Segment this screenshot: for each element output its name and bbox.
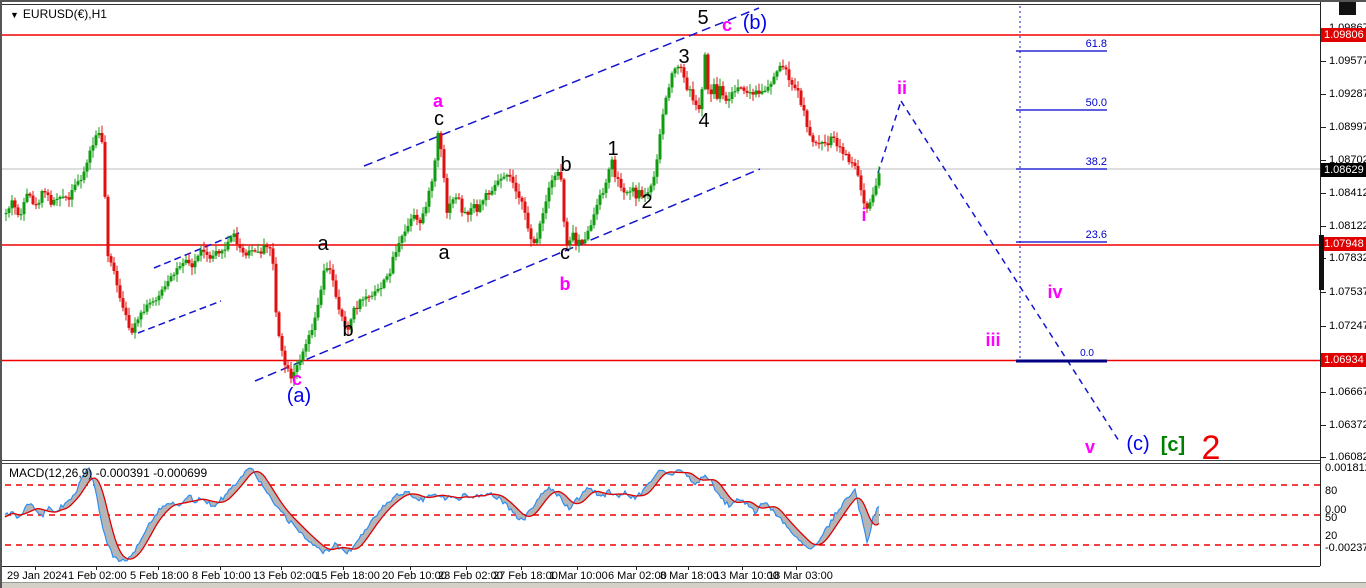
chart-canvas[interactable]: [2, 2, 1320, 588]
window-bottom-edge: [2, 582, 1366, 588]
symbol-timeframe-label[interactable]: ▼ EURUSD(€),H1: [10, 7, 107, 21]
time-tick: [466, 567, 467, 570]
fib-level-label[interactable]: 0.0: [1080, 348, 1094, 359]
time-tick: [96, 567, 97, 570]
fib-level-label[interactable]: 38.2: [1085, 156, 1107, 168]
wave-label-3[interactable]: 3: [678, 46, 690, 68]
pane-separator-2: [2, 463, 1320, 464]
time-label: 5 Feb 18:00: [130, 570, 189, 582]
price-tick: 1.07537: [1321, 286, 1366, 298]
macd-values: -0.000391 -0.000699: [95, 466, 208, 480]
time-label: 8 Feb 10:00: [192, 570, 251, 582]
time-tick: [35, 567, 36, 570]
time-label: 1 Feb 02:00: [68, 570, 127, 582]
wave-label-a[interactable]: a: [432, 91, 444, 111]
fib-level-label[interactable]: 50.0: [1085, 97, 1107, 109]
macd-axis-label: 20: [1325, 530, 1338, 542]
wave-label-5[interactable]: 5: [697, 7, 709, 29]
time-tick: [410, 567, 411, 570]
wave-label-c[interactable]: (c): [1126, 433, 1150, 455]
wave-label-iii[interactable]: iii: [985, 330, 1001, 350]
macd-name: MACD(12,26,9): [9, 466, 93, 480]
price-badge: 1.07948: [1321, 237, 1366, 251]
time-tick: [158, 567, 159, 570]
time-tick: [688, 567, 689, 570]
price-badge: 1.08629: [1321, 163, 1366, 177]
time-tick: [636, 567, 637, 570]
chart-top-border: [2, 4, 1320, 5]
wave-label-a[interactable]: a: [317, 233, 329, 255]
price-axis[interactable]: 1.098671.095771.092871.089971.087021.084…: [1320, 2, 1366, 566]
price-tick: 1.06082: [1321, 451, 1366, 463]
time-label: 8 Mar 18:00: [660, 570, 719, 582]
wave-label-b[interactable]: (b): [742, 12, 768, 34]
chevron-down-icon[interactable]: ▼: [10, 10, 19, 20]
macd-axis-label: -0.002376: [1325, 542, 1366, 554]
price-tick: 1.08997: [1321, 121, 1366, 133]
time-label: 6 Mar 02:00: [608, 570, 667, 582]
time-axis[interactable]: 29 Jan 2024 1 Feb 02:00 5 Feb 18:00 8 Feb 1…: [2, 566, 1320, 583]
pane-separator[interactable]: [2, 460, 1320, 461]
time-tick: [281, 567, 282, 570]
wave-label-c[interactable]: [c]: [1160, 434, 1186, 456]
price-tick: 1.06372: [1321, 419, 1366, 431]
macd-axis-label: 0.00: [1325, 504, 1347, 516]
axis-scale-bar: [1319, 235, 1324, 290]
wave-label-b[interactable]: b: [342, 319, 354, 341]
wave-label-i[interactable]: i: [861, 205, 867, 225]
wave-label-v[interactable]: v: [1084, 437, 1096, 457]
wave-label-ii[interactable]: ii: [896, 78, 908, 98]
time-tick: [796, 567, 797, 570]
macd-axis-label: 50: [1325, 512, 1338, 524]
symbol-label-text: EURUSD(€),H1: [22, 7, 107, 21]
time-label: 29 Jan 2024: [7, 570, 68, 582]
macd-axis-label: 80: [1325, 485, 1338, 497]
price-tick: 1.08412: [1321, 187, 1366, 199]
wave-label-c[interactable]: c: [434, 108, 444, 130]
price-tick: 1.09287: [1321, 88, 1366, 100]
wave-label-iv[interactable]: iv: [1047, 282, 1063, 302]
time-tick: [343, 567, 344, 570]
wave-label-c[interactable]: c: [721, 15, 733, 35]
price-tick: 1.09577: [1321, 55, 1366, 67]
macd-axis-label: 0.001812: [1325, 462, 1366, 474]
time-tick: [521, 567, 522, 570]
price-tick: 1.07247: [1321, 320, 1366, 332]
price-tick: 1.08122: [1321, 220, 1366, 232]
time-label: 27 Feb 18:00: [493, 570, 558, 582]
wave-label-4[interactable]: 4: [698, 110, 710, 132]
fib-level-label[interactable]: 61.8: [1085, 38, 1107, 50]
time-label: 23 Feb 02:00: [438, 570, 503, 582]
wave-label-c[interactable]: c: [291, 369, 303, 389]
macd-indicator-label: MACD(12,26,9) -0.000391 -0.000699: [9, 466, 207, 480]
time-label: 13 Feb 02:00: [253, 570, 318, 582]
wave-label-1[interactable]: 1: [607, 138, 619, 160]
price-tick: 1.07832: [1321, 252, 1366, 264]
wave-label-2[interactable]: 2: [641, 191, 653, 213]
price-badge: 1.09806: [1321, 28, 1366, 42]
time-tick: [220, 567, 221, 570]
time-tick: [577, 567, 578, 570]
wave-label-b[interactable]: b: [559, 274, 571, 294]
time-tick: [742, 567, 743, 570]
wave-label-a[interactable]: (a): [286, 385, 312, 407]
corner-box: [1339, 2, 1356, 15]
wave-label-c[interactable]: c: [560, 242, 570, 264]
time-label: 20 Feb 10:00: [382, 570, 447, 582]
price-tick: 1.06667: [1321, 386, 1366, 398]
time-label: 15 Feb 18:00: [315, 570, 380, 582]
wave-label-a[interactable]: a: [438, 242, 450, 264]
time-label: 13 Mar 10:00: [714, 570, 779, 582]
price-badge: 1.06934: [1321, 353, 1366, 367]
fib-level-label[interactable]: 23.6: [1085, 229, 1107, 241]
wave-label-2[interactable]: 2: [1201, 429, 1221, 467]
time-label: 1 Mar 10:00: [549, 570, 608, 582]
wave-label-b[interactable]: b: [560, 154, 572, 176]
time-label: 18 Mar 03:00: [768, 570, 833, 582]
